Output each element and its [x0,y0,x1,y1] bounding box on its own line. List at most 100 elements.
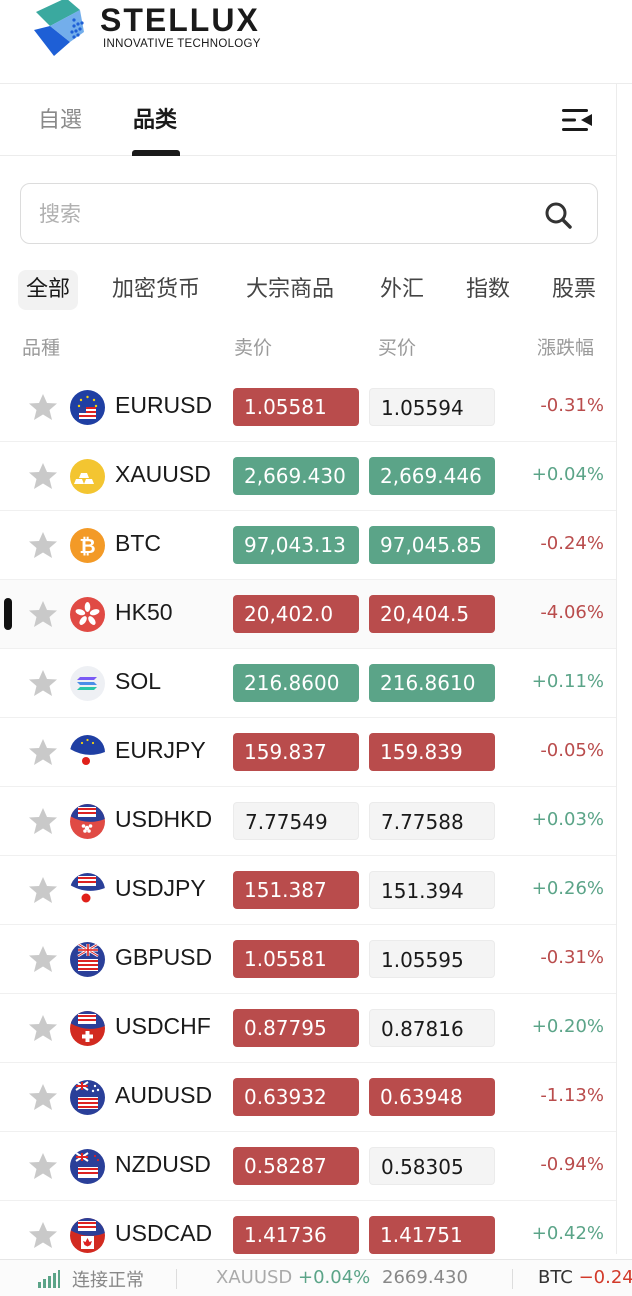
instrument-symbol: EURJPY [115,737,206,763]
category-stocks[interactable]: 股票 [552,277,597,302]
ticker-symbol: BTC [538,1267,573,1288]
ask-price-button[interactable]: 0.58305 [369,1147,495,1185]
instrument-row[interactable]: SOL 216.8600 216.8610 +0.11% [0,649,616,718]
category-indices[interactable]: 指数 [466,277,511,302]
selected-row-marker [4,598,12,630]
instrument-row[interactable]: NZDUSD 0.58287 0.58305 -0.94% [0,1132,616,1201]
svg-text:₿: ₿ [79,534,95,558]
bid-price-button[interactable]: 1.05581 [233,388,359,426]
favorite-star-icon[interactable] [28,945,58,973]
change-percent: -0.05% [540,740,604,761]
status-bar: 连接正常 XAUUSD +0.04% 2669.430 BTC −0.24 [0,1259,632,1296]
tab-active-indicator [132,150,180,156]
bid-price-button[interactable]: 7.77549 [233,802,359,840]
instrument-symbol: EURUSD [115,392,213,418]
favorite-star-icon[interactable] [28,738,58,766]
instrument-row[interactable]: USDCHF 0.87795 0.87816 +0.20% [0,994,616,1063]
collapse-menu-icon[interactable] [560,106,594,134]
bid-price-button[interactable]: 0.58287 [233,1147,359,1185]
ask-price-button[interactable]: 1.41751 [369,1216,495,1254]
instrument-row[interactable]: USDJPY 151.387 151.394 +0.26% [0,856,616,925]
instrument-row[interactable]: USDHKD 7.77549 7.77588 +0.03% [0,787,616,856]
bid-price-button[interactable]: 159.837 [233,733,359,771]
bid-price-button[interactable]: 2,669.430 [233,457,359,495]
ask-price-button[interactable]: 1.05594 [369,388,495,426]
instrument-row[interactable]: USDCAD 1.41736 1.41751 +0.42% [0,1201,616,1270]
tab-watchlist[interactable]: 自選 [38,108,83,133]
ticker-item[interactable]: BTC −0.24 [538,1267,632,1288]
us-ch-flag-icon [70,1011,105,1046]
instrument-row[interactable]: AUDUSD 0.63932 0.63948 -1.13% [0,1063,616,1132]
category-forex[interactable]: 外汇 [380,277,425,302]
instrument-symbol: SOL [115,668,162,694]
change-percent: +0.03% [531,809,604,830]
bid-price-button[interactable]: 1.05581 [233,940,359,978]
column-header-bid: 卖价 [234,337,273,359]
category-all[interactable]: 全部 [18,270,79,310]
us-ca-flag-icon [70,1218,105,1253]
instrument-symbol: USDJPY [115,875,206,901]
change-percent: -0.94% [540,1154,604,1175]
favorite-star-icon[interactable] [28,531,58,559]
favorite-star-icon[interactable] [28,807,58,835]
change-percent: -0.31% [540,395,604,416]
ticker-change: −0.24 [578,1267,632,1288]
ask-price-button[interactable]: 20,404.5 [369,595,495,633]
change-percent: +0.20% [531,1016,604,1037]
favorite-star-icon[interactable] [28,393,58,421]
ask-price-button[interactable]: 2,669.446 [369,457,495,495]
ticker-price: 2669.430 [382,1267,468,1288]
favorite-star-icon[interactable] [28,876,58,904]
search-input[interactable] [39,184,539,243]
instrument-row[interactable]: EURJPY 159.837 159.839 -0.05% [0,718,616,787]
bid-price-button[interactable]: 20,402.0 [233,595,359,633]
ticker-change: +0.04% [298,1267,371,1288]
instrument-row[interactable]: ₿ BTC 97,043.13 97,045.85 -0.24% [0,511,616,580]
ask-price-button[interactable]: 216.8610 [369,664,495,702]
ticker-symbol: XAUUSD [216,1267,293,1288]
nz-us-flag-icon [70,1149,105,1184]
ask-price-button[interactable]: 1.05595 [369,940,495,978]
change-percent: +0.26% [531,878,604,899]
change-percent: -0.24% [540,533,604,554]
bid-price-button[interactable]: 0.63932 [233,1078,359,1116]
tab-categories[interactable]: 品类 [133,108,178,133]
change-percent: +0.42% [531,1223,604,1244]
category-commodities[interactable]: 大宗商品 [246,277,335,302]
instrument-symbol: USDHKD [115,806,213,832]
gb-us-flag-icon [70,942,105,977]
bid-price-button[interactable]: 151.387 [233,871,359,909]
instrument-row[interactable]: EURUSD 1.05581 1.05594 -0.31% [0,373,616,442]
instrument-row[interactable]: XAUUSD 2,669.430 2,669.446 +0.04% [0,442,616,511]
ask-price-button[interactable]: 0.63948 [369,1078,495,1116]
bid-price-button[interactable]: 216.8600 [233,664,359,702]
favorite-star-icon[interactable] [28,1152,58,1180]
instrument-row[interactable]: HK50 20,402.0 20,404.5 -4.06% [0,580,616,649]
favorite-star-icon[interactable] [28,1014,58,1042]
category-crypto[interactable]: 加密货币 [112,277,201,302]
favorite-star-icon[interactable] [28,1083,58,1111]
column-header-symbol: 品種 [22,337,61,359]
instrument-symbol: BTC [115,530,161,556]
instrument-symbol: NZDUSD [115,1151,211,1177]
bid-price-button[interactable]: 1.41736 [233,1216,359,1254]
ask-price-button[interactable]: 7.77588 [369,802,495,840]
favorite-star-icon[interactable] [28,669,58,697]
instrument-symbol: XAUUSD [115,461,211,487]
ask-price-button[interactable]: 0.87816 [369,1009,495,1047]
favorite-star-icon[interactable] [28,600,58,628]
ticker-item[interactable]: XAUUSD +0.04% 2669.430 [216,1267,468,1288]
bid-price-button[interactable]: 97,043.13 [233,526,359,564]
favorite-star-icon[interactable] [28,462,58,490]
instrument-symbol: GBPUSD [115,944,213,970]
gold-icon [70,459,105,494]
search-icon[interactable] [543,200,573,230]
instrument-list: EURUSD 1.05581 1.05594 -0.31% XAUUSD 2,669.43… [0,373,616,1270]
ask-price-button[interactable]: 151.394 [369,871,495,909]
bid-price-button[interactable]: 0.87795 [233,1009,359,1047]
favorite-star-icon[interactable] [28,1221,58,1249]
ask-price-button[interactable]: 97,045.85 [369,526,495,564]
ask-price-button[interactable]: 159.839 [369,733,495,771]
instrument-row[interactable]: GBPUSD 1.05581 1.05595 -0.31% [0,925,616,994]
eu-jp-flag-icon [70,735,105,770]
